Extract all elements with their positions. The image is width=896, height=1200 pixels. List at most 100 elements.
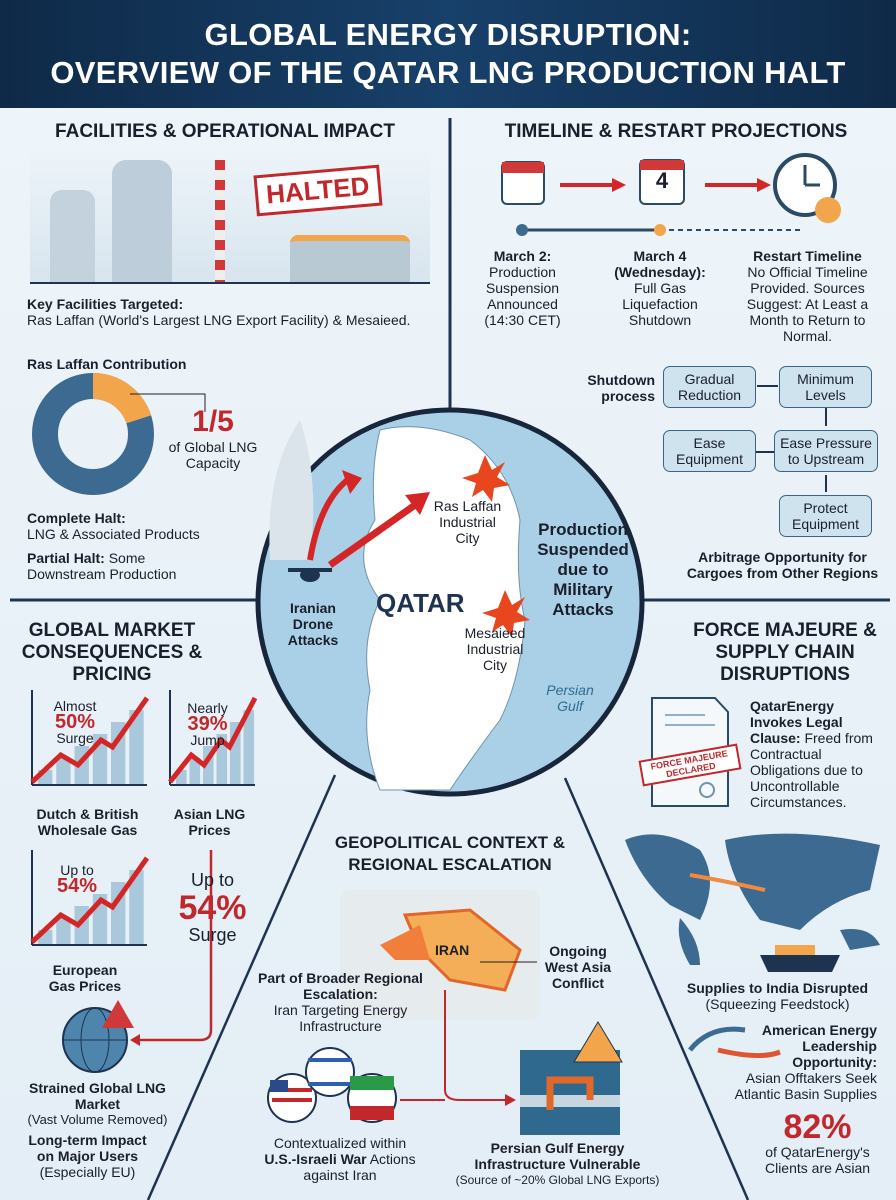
war-context: Contextualized within U.S.-Israeli War Ac…	[255, 1135, 425, 1183]
map-site-mesaieed: Mesaieed Industrial City	[464, 625, 526, 673]
header-banner: GLOBAL ENERGY DISRUPTION: OVERVIEW OF TH…	[0, 0, 896, 108]
tanker-icon	[760, 945, 840, 972]
callout-post: Surge	[56, 730, 94, 746]
broader-text: Iran Targeting Energy Infrastructure	[273, 1002, 408, 1034]
chart-label-1: Dutch & British Wholesale Gas	[36, 806, 139, 838]
legal-clause: QatarEnergy Invokes Legal Clause: Freed …	[750, 698, 890, 810]
chart-label-2: Asian LNG Prices	[173, 806, 246, 838]
map-sea-label: Persian Gulf	[546, 682, 594, 714]
gulf-vulnerable: Persian Gulf Energy Infrastructure Vulne…	[455, 1140, 660, 1188]
context-text-2: Actions against Iran	[303, 1151, 416, 1183]
attack-arrow-1	[307, 475, 352, 561]
pipeline-warning-icon	[520, 1021, 623, 1135]
calendar-icon-2	[639, 159, 685, 205]
longterm-text: (Especially EU)	[39, 1164, 136, 1180]
storage-tank-icon	[290, 235, 410, 282]
divider-bottom-left	[146, 774, 337, 1200]
share-text: of Global LNG Capacity	[168, 439, 258, 471]
cooling-tower-icon	[112, 160, 172, 282]
step-ease-pressure: Ease Pressure to Upstream	[774, 430, 878, 472]
us-text: Asian Offtakers Seek Atlantic Basin Supp…	[734, 1070, 877, 1102]
section-heading-timeline: TIMELINE & RESTART PROJECTIONS	[504, 121, 848, 142]
map-status-label: Production Suspended due to Military Att…	[537, 520, 629, 619]
title-line-2: OVERVIEW OF THE QATAR LNG PRODUCTION HAL…	[50, 55, 846, 90]
map-country-label: QATAR	[376, 588, 465, 618]
longterm-label: Long-term Impact on Major Users	[28, 1132, 147, 1164]
attack-arrow-2	[327, 502, 418, 568]
flow-arrow-to-gulf	[444, 990, 505, 1101]
middle-east-map	[340, 890, 540, 1020]
big-callout: Up to 54% Surge	[170, 870, 255, 946]
iran-label: IRAN	[435, 942, 470, 958]
stat-value: 82%	[783, 1108, 852, 1146]
timeline-event-2: March 4 (Wednesday): Full Gas Liquefactio…	[605, 248, 715, 328]
context-text: Contextualized within	[273, 1135, 407, 1151]
chart-bar	[189, 758, 201, 785]
timeline-event-3: Restart Timeline No Official Timeline Pro…	[735, 248, 880, 344]
partial-halt-label: Partial Halt:	[27, 550, 105, 566]
step-protect-equipment: Protect Equipment	[779, 495, 872, 537]
us-arrow-blue	[688, 1026, 746, 1052]
trend-arrow	[30, 696, 150, 784]
context-bold: U.S.-Israeli War	[264, 1151, 367, 1167]
india-text: (Squeezing Feedstock)	[705, 996, 850, 1012]
flow-arrow-to-market	[140, 850, 213, 1042]
gulf-text: (Source of ~20% Global LNG Exports)	[455, 1173, 660, 1187]
process-arrows	[756, 385, 827, 492]
partial-halt-text: Some Downstream Production	[27, 550, 177, 582]
chart-bar	[216, 734, 228, 785]
callout-value: 50%	[54, 711, 96, 733]
big-pre: Up to	[190, 870, 235, 890]
gulf-label: Persian Gulf Energy Infrastructure Vulne…	[474, 1140, 641, 1172]
donut-leader	[130, 393, 206, 412]
event-label: Restart Timeline	[753, 248, 862, 264]
neighbor-land	[269, 420, 314, 560]
india-disruption: Supplies to India Disrupted (Squeezing Fe…	[670, 980, 885, 1012]
supply-arrow	[689, 873, 766, 892]
chart-callout-3: Up to 54%	[42, 862, 112, 896]
chart-bar	[243, 710, 255, 785]
strained-text: (Vast Volume Removed)	[27, 1112, 168, 1127]
halted-stamp: HALTED	[253, 164, 383, 217]
chart-bar	[202, 746, 214, 785]
explosion-icon-mesaieed	[482, 590, 530, 637]
us-arrow-red	[717, 1047, 781, 1058]
chart-bar	[176, 770, 187, 785]
callout-pre: Nearly	[187, 700, 228, 716]
timeline-event-1: March 2: Production Suspension Announced …	[470, 248, 575, 328]
drone-icon	[288, 568, 332, 582]
chart-bar	[56, 918, 71, 945]
event-text: Production Suspension Announced (14:30 C…	[484, 264, 561, 328]
timeline-dot-2	[654, 224, 666, 236]
section-heading-geo: GEOPOLITICAL CONTEXT & REGIONAL ESCALATI…	[334, 833, 566, 874]
section-heading-market: GLOBAL MARKET CONSEQUENCES & PRICING	[21, 620, 203, 685]
map-site-ras-laffan: Ras Laffan Industrial City	[433, 498, 502, 546]
section-heading-force-majeure: FORCE MAJEURE & SUPPLY CHAIN DISRUPTIONS	[693, 620, 877, 685]
trend-arrow	[168, 696, 258, 784]
legal-text: Freed from Contractual Obligations due t…	[750, 730, 873, 810]
callout-value: 39%	[187, 713, 228, 735]
divider-bottom-right	[563, 777, 750, 1200]
title-line-1: GLOBAL ENERGY DISRUPTION:	[204, 17, 692, 52]
us-label: American Energy Leadership Opportunity:	[761, 1022, 877, 1070]
trend-arrow	[30, 856, 150, 944]
big-value: 54%	[178, 889, 247, 927]
callout-pre: Up to	[60, 862, 94, 878]
calendar-day: 4	[655, 168, 669, 193]
world-map-icon	[625, 833, 880, 965]
event-label: March 4 (Wednesday):	[614, 248, 706, 280]
broader-label: Part of Broader Regional Escalation:	[258, 970, 423, 1002]
big-post: Surge	[188, 925, 237, 945]
step-minimum-levels: Minimum Levels	[779, 366, 872, 408]
globe-warning-icon	[62, 1000, 134, 1073]
event-label: March 2:	[493, 248, 552, 264]
stat-text: of QatarEnergy's Clients are Asian	[764, 1144, 871, 1176]
chart-label-3: European Gas Prices	[48, 962, 122, 994]
chart-bar	[129, 870, 144, 945]
callout-post: Jump	[190, 732, 225, 748]
contribution-label: Ras Laffan Contribution	[27, 356, 187, 372]
section-heading-facilities: FACILITIES & OPERATIONAL IMPACT	[55, 121, 395, 142]
key-facilities: Key Facilities Targeted: Ras Laffan (Worl…	[27, 296, 437, 328]
event-text: No Official Timeline Provided. Sources S…	[746, 264, 869, 344]
